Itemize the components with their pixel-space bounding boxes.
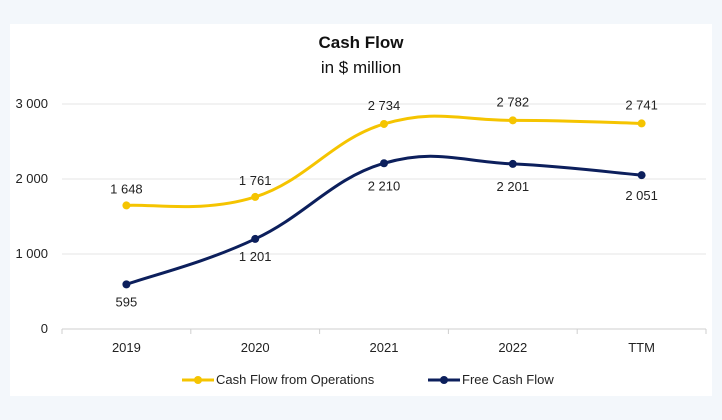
y-tick-label: 2 000 — [15, 171, 48, 186]
data-point — [251, 234, 260, 243]
data-point — [122, 280, 131, 289]
data-point — [251, 192, 260, 201]
data-label: 1 761 — [239, 173, 272, 188]
data-label: 2 051 — [625, 188, 658, 203]
axis-labels: 0 1 000 2 000 3 000 2019 2020 2021 2022 TTM — [15, 96, 707, 355]
data-label: 1 648 — [110, 181, 143, 196]
data-point — [508, 116, 517, 125]
data-point — [508, 159, 517, 168]
data-labels: 1 648 1 761 2 734 2 782 2 741 595 1 201 2 210 2 … — [110, 94, 658, 309]
chart-subtitle: in $ million — [321, 58, 401, 77]
data-point — [380, 119, 388, 128]
legend-label: Free Cash Flow — [462, 372, 554, 387]
data-label: 2 734 — [368, 98, 401, 113]
data-label: 1 201 — [239, 249, 272, 264]
legend: Cash Flow from Operations Free Cash Flow — [182, 372, 554, 387]
x-tick-label: TTM — [628, 340, 655, 355]
y-tick-label: 1 000 — [15, 246, 48, 261]
legend-marker — [194, 376, 202, 384]
grid-lines — [62, 103, 706, 255]
data-point — [637, 171, 646, 180]
series-line — [125, 154, 642, 286]
data-label: 595 — [116, 294, 138, 309]
legend-marker — [440, 376, 448, 384]
data-label: 2 201 — [497, 179, 530, 194]
data-point — [380, 159, 388, 168]
x-tick-label: 2021 — [370, 340, 399, 355]
x-tick-label: 2020 — [241, 340, 270, 355]
y-tick-label: 3 000 — [15, 96, 48, 111]
data-point — [637, 119, 646, 128]
x-tick-label: 2022 — [498, 340, 527, 355]
series-lines — [122, 114, 646, 289]
chart-title: Cash Flow — [318, 33, 404, 52]
data-label: 2 782 — [497, 94, 530, 109]
data-label: 2 741 — [625, 97, 658, 112]
y-tick-label: 0 — [41, 321, 48, 336]
chart-card — [10, 24, 712, 396]
data-point — [122, 201, 131, 210]
legend-label: Cash Flow from Operations — [216, 372, 375, 387]
data-label: 2 210 — [368, 178, 401, 193]
x-tick-label: 2019 — [112, 340, 141, 355]
